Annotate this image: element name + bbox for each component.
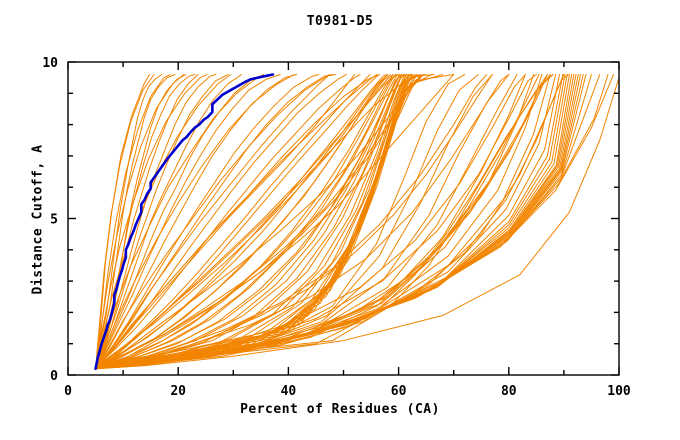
prediction-curve: [97, 74, 378, 367]
prediction-curve: [95, 74, 356, 370]
y-tick-label-0: 0: [50, 369, 58, 384]
prediction-curve: [95, 74, 232, 370]
y-tick-label-5: 5: [50, 213, 58, 228]
prediction-curve: [95, 74, 389, 370]
x-axis-label: Percent of Residues (CA): [240, 402, 440, 417]
prediction-curve: [96, 74, 537, 368]
prediction-curve: [95, 74, 424, 370]
prediction-curve: [96, 74, 389, 368]
x-tick-label-0: 0: [64, 384, 72, 399]
prediction-curve: [97, 74, 281, 367]
prediction-curve: [95, 74, 371, 370]
prediction-curve: [96, 74, 397, 368]
x-tick-label-100: 100: [607, 384, 631, 399]
prediction-curve: [96, 74, 208, 368]
curves-layer: [94, 73, 620, 371]
prediction-curve: [95, 74, 455, 370]
prediction-curve: [98, 74, 333, 365]
prediction-curve: [95, 74, 397, 370]
prediction-curve: [95, 74, 526, 370]
prediction-curve: [96, 74, 406, 368]
prediction-curve: [97, 74, 400, 367]
prediction-curve: [95, 74, 418, 370]
prediction-curve: [96, 74, 422, 368]
prediction-curve: [96, 74, 336, 368]
y-tick-label-10: 10: [42, 56, 58, 71]
prediction-curve: [95, 74, 295, 370]
prediction-curve: [97, 74, 554, 367]
prediction-curve: [95, 74, 414, 370]
prediction-curve: [97, 74, 265, 367]
x-tick-label-40: 40: [281, 384, 297, 399]
prediction-curve: [95, 74, 394, 370]
prediction-curve: [95, 74, 320, 370]
x-tick-label-60: 60: [391, 384, 407, 399]
prediction-curve: [97, 74, 407, 367]
highlight-curve: [94, 73, 275, 371]
prediction-curve: [95, 74, 540, 370]
prediction-curve: [96, 74, 331, 367]
x-tick-label-80: 80: [501, 384, 517, 399]
chart-title: T0981-D5: [306, 14, 374, 29]
prediction-curve: [96, 74, 151, 367]
axes-layer: [67, 61, 620, 376]
prediction-curve: [95, 74, 488, 370]
prediction-curve: [95, 74, 265, 370]
tick-labels-layer: 0 20 40 60 80 100 0 5 10: [42, 56, 631, 399]
prediction-curve: [96, 74, 361, 367]
prediction-curve: [96, 74, 493, 368]
x-tick-label-20: 20: [170, 384, 186, 399]
prediction-curve: [97, 74, 171, 367]
prediction-curve: [97, 74, 394, 367]
prediction-curve: [96, 74, 510, 368]
prediction-curve: [95, 77, 620, 370]
prediction-curve: [97, 74, 229, 365]
